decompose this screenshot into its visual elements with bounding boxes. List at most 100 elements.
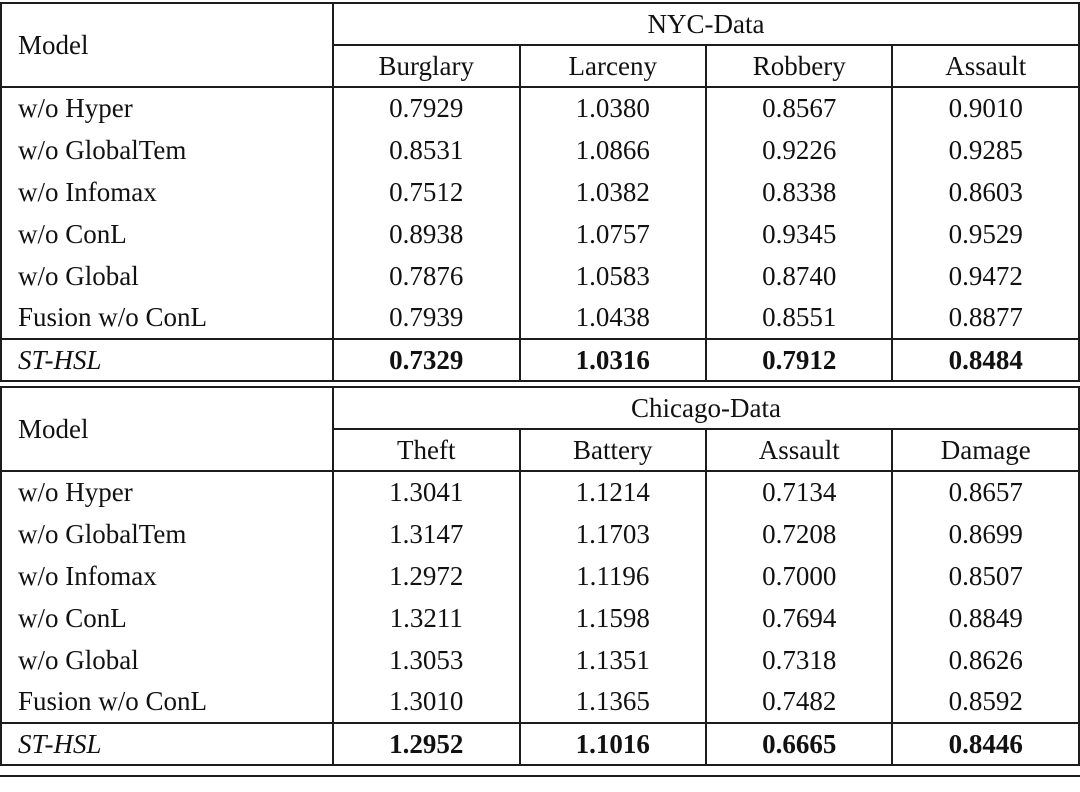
- metric-value-cell: 1.0583: [518, 255, 706, 297]
- dataset-header-row: Model Chicago-Data: [1, 387, 1079, 472]
- table-row: w/o ConL 1.3211 1.1598 0.7694 0.8849: [1, 597, 1079, 639]
- model-cell: w/o GlobalTem: [18, 518, 187, 549]
- metric-value-cell: 0.7512: [332, 171, 520, 213]
- metric-value-cell: 0.8626: [891, 639, 1079, 681]
- dataset-name-header: NYC-Data: [332, 3, 1079, 46]
- metric-value-cell: 0.7134: [704, 471, 893, 513]
- metric-value-cell: 0.6665: [704, 722, 893, 765]
- metric-value-cell: 1.2952: [332, 722, 520, 765]
- category-header-row: Burglary Larceny Robbery Assault: [1, 45, 1079, 88]
- table-row: w/o Global 1.3053 1.1351 0.7318 0.8626: [1, 639, 1079, 681]
- metric-value-cell: 0.7694: [704, 597, 893, 639]
- metric-value-cell: 0.8531: [332, 129, 520, 171]
- table-row: w/o Infomax 0.7512 1.0382 0.8338 0.8603: [1, 171, 1079, 213]
- column-header-assault: Assault: [891, 45, 1079, 88]
- model-cell: ST-HSL: [1, 338, 334, 381]
- model-cell: w/o ConL: [18, 218, 127, 249]
- column-header-battery: Battery: [518, 429, 706, 472]
- table-row: w/o Global 0.7876 1.0583 0.8740 0.9472: [1, 255, 1079, 297]
- metric-value-cell: 1.1214: [518, 471, 706, 513]
- metric-value-cell: 0.8603: [891, 171, 1079, 213]
- metric-value-cell: 0.9345: [704, 213, 893, 255]
- metric-value-cell: 1.3041: [332, 471, 520, 513]
- metric-value-cell: 0.7329: [332, 338, 520, 381]
- model-cell: w/o Global: [18, 644, 139, 675]
- metric-value-cell: 0.9529: [891, 213, 1079, 255]
- metric-value-cell: 1.3147: [332, 513, 520, 555]
- metric-value-cell: 0.7876: [332, 255, 520, 297]
- metric-value-cell: 0.8551: [704, 297, 893, 339]
- metric-value-cell: 0.8567: [704, 87, 893, 129]
- table-row: Fusion w/o ConL 0.7939 1.0438 0.8551 0.8…: [1, 297, 1079, 339]
- table-row: w/o Hyper 1.3041 1.1214 0.7134 0.8657: [1, 471, 1079, 513]
- metric-value-cell: 1.1196: [518, 555, 706, 597]
- metric-value-cell: 1.1351: [518, 639, 706, 681]
- model-cell: Fusion w/o ConL: [18, 302, 208, 332]
- model-column-header: Model: [1, 3, 334, 88]
- metric-value-cell: 1.0438: [518, 297, 706, 339]
- table-row: w/o Infomax 1.2972 1.1196 0.7000 0.8507: [1, 555, 1079, 597]
- metric-value-cell: 0.8338: [704, 171, 893, 213]
- metric-value-cell: 0.7482: [704, 681, 893, 723]
- metric-value-cell: 1.0316: [518, 338, 706, 381]
- column-header-burglary: Burglary: [332, 45, 520, 88]
- metric-value-cell: 0.8592: [891, 681, 1079, 723]
- model-cell: w/o ConL: [18, 602, 127, 633]
- metric-value-cell: 0.7929: [332, 87, 520, 129]
- metric-value-cell: 0.8507: [891, 555, 1079, 597]
- model-cell: w/o Infomax: [18, 560, 157, 591]
- best-model-row: ST-HSL 1.2952 1.1016 0.6665 0.8446: [1, 722, 1079, 765]
- model-cell: w/o Hyper: [18, 93, 133, 123]
- dataset-name-header: Chicago-Data: [332, 387, 1079, 430]
- model-cell: w/o Global: [18, 260, 139, 291]
- metric-value-cell: 0.8446: [891, 722, 1079, 765]
- column-header-robbery: Robbery: [704, 45, 893, 88]
- metric-value-cell: 0.8877: [891, 297, 1079, 339]
- metric-value-cell: 0.9285: [891, 129, 1079, 171]
- column-header-theft: Theft: [332, 429, 520, 472]
- metric-value-cell: 1.0380: [518, 87, 706, 129]
- metric-value-cell: 0.7208: [704, 513, 893, 555]
- table-row: w/o ConL 0.8938 1.0757 0.9345 0.9529: [1, 213, 1079, 255]
- metric-value-cell: 1.3010: [332, 681, 520, 723]
- column-header-assault: Assault: [704, 429, 893, 472]
- metric-value-cell: 1.1598: [518, 597, 706, 639]
- metric-value-cell: 1.0866: [518, 129, 706, 171]
- dataset-header-row: Model NYC-Data: [1, 3, 1079, 88]
- metric-value-cell: 1.0757: [518, 213, 706, 255]
- metric-value-cell: 1.1016: [518, 722, 706, 765]
- table-row: Fusion w/o ConL 1.3010 1.1365 0.7482 0.8…: [1, 681, 1079, 723]
- category-header-row: Theft Battery Assault Damage: [1, 429, 1079, 472]
- metric-value-cell: 0.8938: [332, 213, 520, 255]
- model-cell: w/o GlobalTem: [18, 134, 187, 165]
- metric-value-cell: 1.3053: [332, 639, 520, 681]
- metric-value-cell: 0.7000: [704, 555, 893, 597]
- metric-value-cell: 1.1703: [518, 513, 706, 555]
- metric-value-cell: 0.7939: [332, 297, 520, 339]
- metric-value-cell: 0.7318: [704, 639, 893, 681]
- model-cell: w/o Hyper: [18, 477, 133, 507]
- table-row: w/o Hyper 0.7929 1.0380 0.8567 0.9010: [1, 87, 1079, 129]
- table-row: w/o GlobalTem 1.3147 1.1703 0.7208 0.869…: [1, 513, 1079, 555]
- column-header-larceny: Larceny: [518, 45, 706, 88]
- model-cell: ST-HSL: [1, 722, 334, 765]
- metric-value-cell: 0.8699: [891, 513, 1079, 555]
- chicago-ablation-table: Model Chicago-Data Theft Battery Assault…: [0, 386, 1080, 766]
- metric-value-cell: 1.3211: [332, 597, 520, 639]
- metric-value-cell: 1.2972: [332, 555, 520, 597]
- model-cell: Fusion w/o ConL: [18, 686, 208, 716]
- metric-value-cell: 1.1365: [518, 681, 706, 723]
- metric-value-cell: 0.8849: [891, 597, 1079, 639]
- metric-value-cell: 0.9226: [704, 129, 893, 171]
- nyc-ablation-table: Model NYC-Data Burglary Larceny Robbery …: [0, 2, 1080, 382]
- best-model-row: ST-HSL 0.7329 1.0316 0.7912 0.8484: [1, 338, 1079, 381]
- metric-value-cell: 0.8657: [891, 471, 1079, 513]
- metric-value-cell: 0.7912: [704, 338, 893, 381]
- model-column-header: Model: [1, 387, 334, 472]
- column-header-damage: Damage: [891, 429, 1079, 472]
- model-cell: w/o Infomax: [18, 176, 157, 207]
- metric-value-cell: 0.9472: [891, 255, 1079, 297]
- table-row: w/o GlobalTem 0.8531 1.0866 0.9226 0.928…: [1, 129, 1079, 171]
- metric-value-cell: 0.8484: [891, 338, 1079, 381]
